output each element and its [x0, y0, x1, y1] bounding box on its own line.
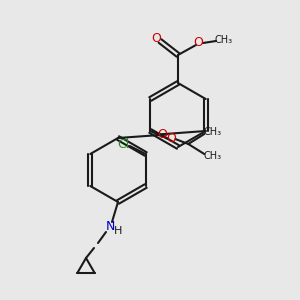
- Text: O: O: [166, 133, 176, 146]
- Text: O: O: [193, 37, 203, 50]
- Text: Cl: Cl: [118, 139, 130, 152]
- Text: CH₃: CH₃: [203, 127, 221, 137]
- Text: O: O: [157, 128, 167, 141]
- Text: CH₃: CH₃: [203, 151, 221, 161]
- Text: N: N: [105, 220, 115, 232]
- Text: H: H: [114, 226, 122, 236]
- Text: O: O: [151, 32, 161, 46]
- Text: CH₃: CH₃: [215, 35, 233, 45]
